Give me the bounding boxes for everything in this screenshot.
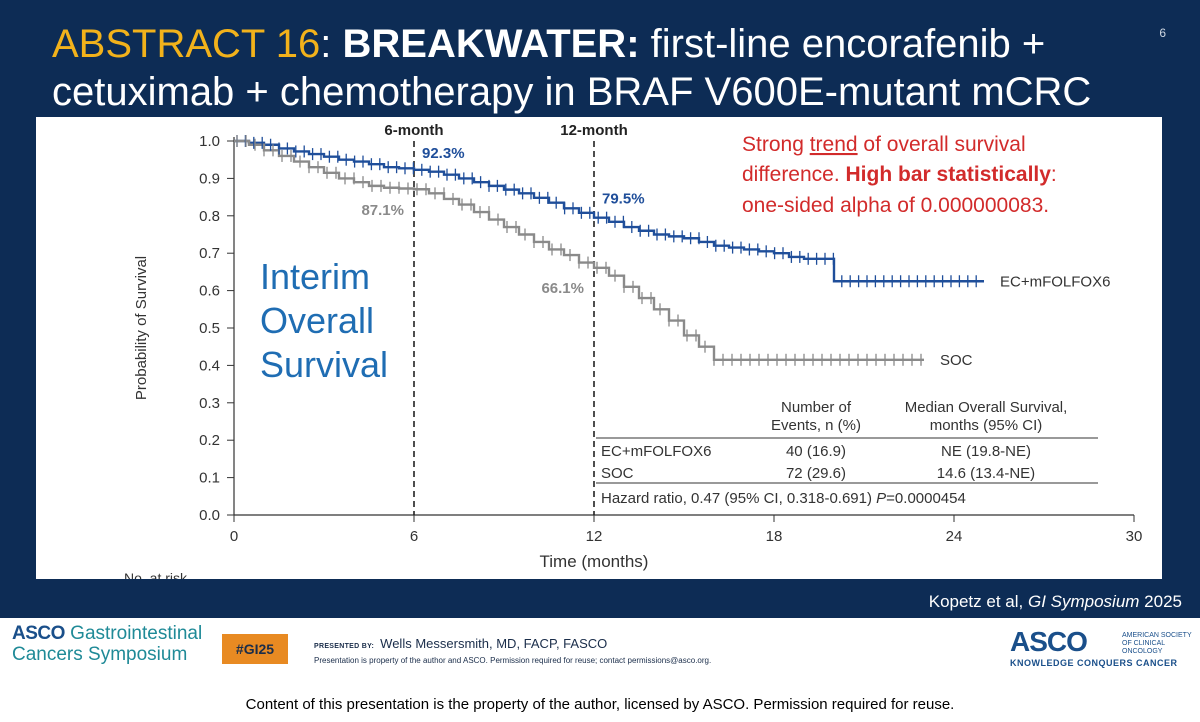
chart-labels: EC+mFOLFOX6 SOC 92.3% 87.1% 79.5% 66.1% Interi… bbox=[124, 133, 1110, 579]
table-header-median: months (95% CI) bbox=[930, 417, 1043, 434]
x-tick-label: 0 bbox=[230, 528, 238, 545]
note-line-2: difference. High bar statistically: bbox=[742, 163, 1057, 186]
table-median: NE (19.8-NE) bbox=[941, 443, 1031, 460]
x-axis-label: Time (months) bbox=[540, 552, 649, 571]
series-end-label: SOC bbox=[940, 352, 973, 369]
x-tick-label: 18 bbox=[766, 528, 783, 545]
km-chart: 0.0 0.1 0.2 0.3 0.4 0.5 0.6 0.7 0.8 0.9 1.0 0 6 12 18 2… bbox=[124, 122, 1142, 579]
citation-authors: Kopetz et al, bbox=[928, 592, 1028, 611]
presenter-name: Wells Messersmith, MD, FACP, FASCO bbox=[380, 636, 608, 651]
chart-panel: 0.0 0.1 0.2 0.3 0.4 0.5 0.6 0.7 0.8 0.9 1.0 0 6 12 18 2… bbox=[36, 117, 1162, 579]
censor-ticks bbox=[236, 135, 977, 366]
x-tick-label: 24 bbox=[946, 528, 963, 545]
y-tick-label: 0.2 bbox=[199, 432, 220, 449]
slide-background: ABSTRACT 16: BREAKWATER: first-line enco… bbox=[0, 0, 1200, 618]
table-median: 14.6 (13.4-NE) bbox=[937, 465, 1035, 482]
citation-year: 2025 bbox=[1139, 592, 1182, 611]
slide-title: ABSTRACT 16: BREAKWATER: first-line enco… bbox=[52, 20, 1132, 116]
presented-by: PRESENTED BY: Wells Messersmith, MD, FACP… bbox=[314, 636, 607, 651]
milestone-label: 6-month bbox=[384, 122, 443, 139]
table-arm: SOC bbox=[601, 465, 634, 482]
note-emphasis: High bar statistically bbox=[846, 163, 1052, 186]
asco-society: AMERICAN SOCIETY OF CLINICAL ONCOLOGY bbox=[1122, 632, 1192, 655]
y-axis-label: Probability of Survival bbox=[133, 256, 150, 400]
copyright-notice: Content of this presentation is the prop… bbox=[245, 696, 955, 713]
citation: Kopetz et al, GI Symposium 2025 bbox=[929, 592, 1182, 612]
p-value: =0.0000454 bbox=[886, 490, 966, 507]
table-header-median: Median Overall Survival, bbox=[905, 399, 1068, 416]
y-tick-label: 1.0 bbox=[199, 133, 220, 150]
note-trend: trend bbox=[810, 133, 858, 156]
y-tick-label: 0.9 bbox=[199, 170, 220, 187]
risk-table-label: No. at risk bbox=[124, 570, 188, 579]
table-header-events: Number of bbox=[781, 399, 852, 416]
x-tick-label: 6 bbox=[410, 528, 418, 545]
survival-curve-soc bbox=[234, 139, 924, 361]
asco-logo: ASCO AMERICAN SOCIETY OF CLINICAL ONCOLO… bbox=[1010, 626, 1192, 669]
note-line-1: Strong trend of overall survival bbox=[742, 133, 1026, 156]
asco-wordmark: ASCO bbox=[12, 623, 65, 644]
y-tick-label: 0.8 bbox=[199, 208, 220, 225]
title-colon: : bbox=[320, 22, 332, 66]
note-text: of overall survival bbox=[858, 133, 1026, 156]
cancers-symposium: Cancers Symposium bbox=[12, 644, 188, 665]
series-end-label: EC+mFOLFOX6 bbox=[1000, 273, 1110, 290]
y-tick-label: 0.4 bbox=[199, 357, 220, 374]
citation-journal: GI Symposium bbox=[1027, 592, 1140, 611]
overlay-title-line: Interim bbox=[260, 256, 370, 297]
y-tick-label: 0.5 bbox=[199, 320, 220, 337]
table-header-events: Events, n (%) bbox=[771, 417, 861, 434]
presenter-note: Presentation is property of the author a… bbox=[314, 656, 712, 665]
y-tick-label: 0.3 bbox=[199, 395, 220, 412]
hazard-ratio-text: Hazard ratio, 0.47 (95% CI, 0.318-0.691) bbox=[601, 490, 876, 507]
milestone-percentage: 87.1% bbox=[361, 202, 404, 219]
presented-by-label: PRESENTED BY: bbox=[314, 643, 375, 650]
page-number: 6 bbox=[1159, 26, 1166, 40]
chart-axes: 0.0 0.1 0.2 0.3 0.4 0.5 0.6 0.7 0.8 0.9 1.0 0 6 12 18 2… bbox=[133, 133, 1142, 571]
milestone-percentage: 66.1% bbox=[541, 280, 584, 297]
x-tick-label: 12 bbox=[586, 528, 603, 545]
table-events: 40 (16.9) bbox=[786, 443, 846, 460]
asco-tagline: KNOWLEDGE CONQUERS CANCER bbox=[1010, 658, 1178, 668]
gi-wordmark: Gastrointestinal bbox=[64, 623, 203, 644]
overlay-title-line: Survival bbox=[260, 344, 388, 385]
note-text: Strong bbox=[742, 133, 810, 156]
hashtag-badge: #GI25 bbox=[222, 634, 288, 664]
table-events: 72 (29.6) bbox=[786, 465, 846, 482]
milestone-percentage: 79.5% bbox=[602, 191, 645, 208]
footer-band bbox=[0, 618, 1200, 680]
hazard-ratio: Hazard ratio, 0.47 (95% CI, 0.318-0.691)… bbox=[601, 490, 966, 507]
y-tick-label: 0.7 bbox=[199, 245, 220, 262]
abstract-number: ABSTRACT 16 bbox=[52, 22, 321, 66]
title-text: first-line encorafenib + cetuximab + che… bbox=[52, 22, 1092, 114]
p-label: P bbox=[876, 490, 886, 507]
note-text: difference. bbox=[742, 163, 846, 186]
table-arm: EC+mFOLFOX6 bbox=[601, 443, 711, 460]
note-text: : bbox=[1051, 163, 1057, 186]
x-tick-label: 30 bbox=[1126, 528, 1143, 545]
y-tick-label: 0.1 bbox=[199, 470, 220, 487]
milestone-label: 12-month bbox=[560, 122, 628, 139]
y-tick-label: 0.6 bbox=[199, 283, 220, 300]
trial-name: BREAKWATER: bbox=[342, 22, 640, 66]
milestone-percentage: 92.3% bbox=[422, 145, 465, 162]
y-tick-label: 0.0 bbox=[199, 507, 220, 524]
milestone-lines: 6-month 12-month bbox=[384, 122, 628, 515]
asco-gi-logo: ASCO Gastrointestinal Cancers Symposium bbox=[12, 624, 212, 666]
overlay-title-line: Overall bbox=[260, 300, 374, 341]
asco-logo-word: ASCO bbox=[1010, 626, 1088, 657]
note-line-3: one-sided alpha of 0.000000083. bbox=[742, 194, 1049, 217]
